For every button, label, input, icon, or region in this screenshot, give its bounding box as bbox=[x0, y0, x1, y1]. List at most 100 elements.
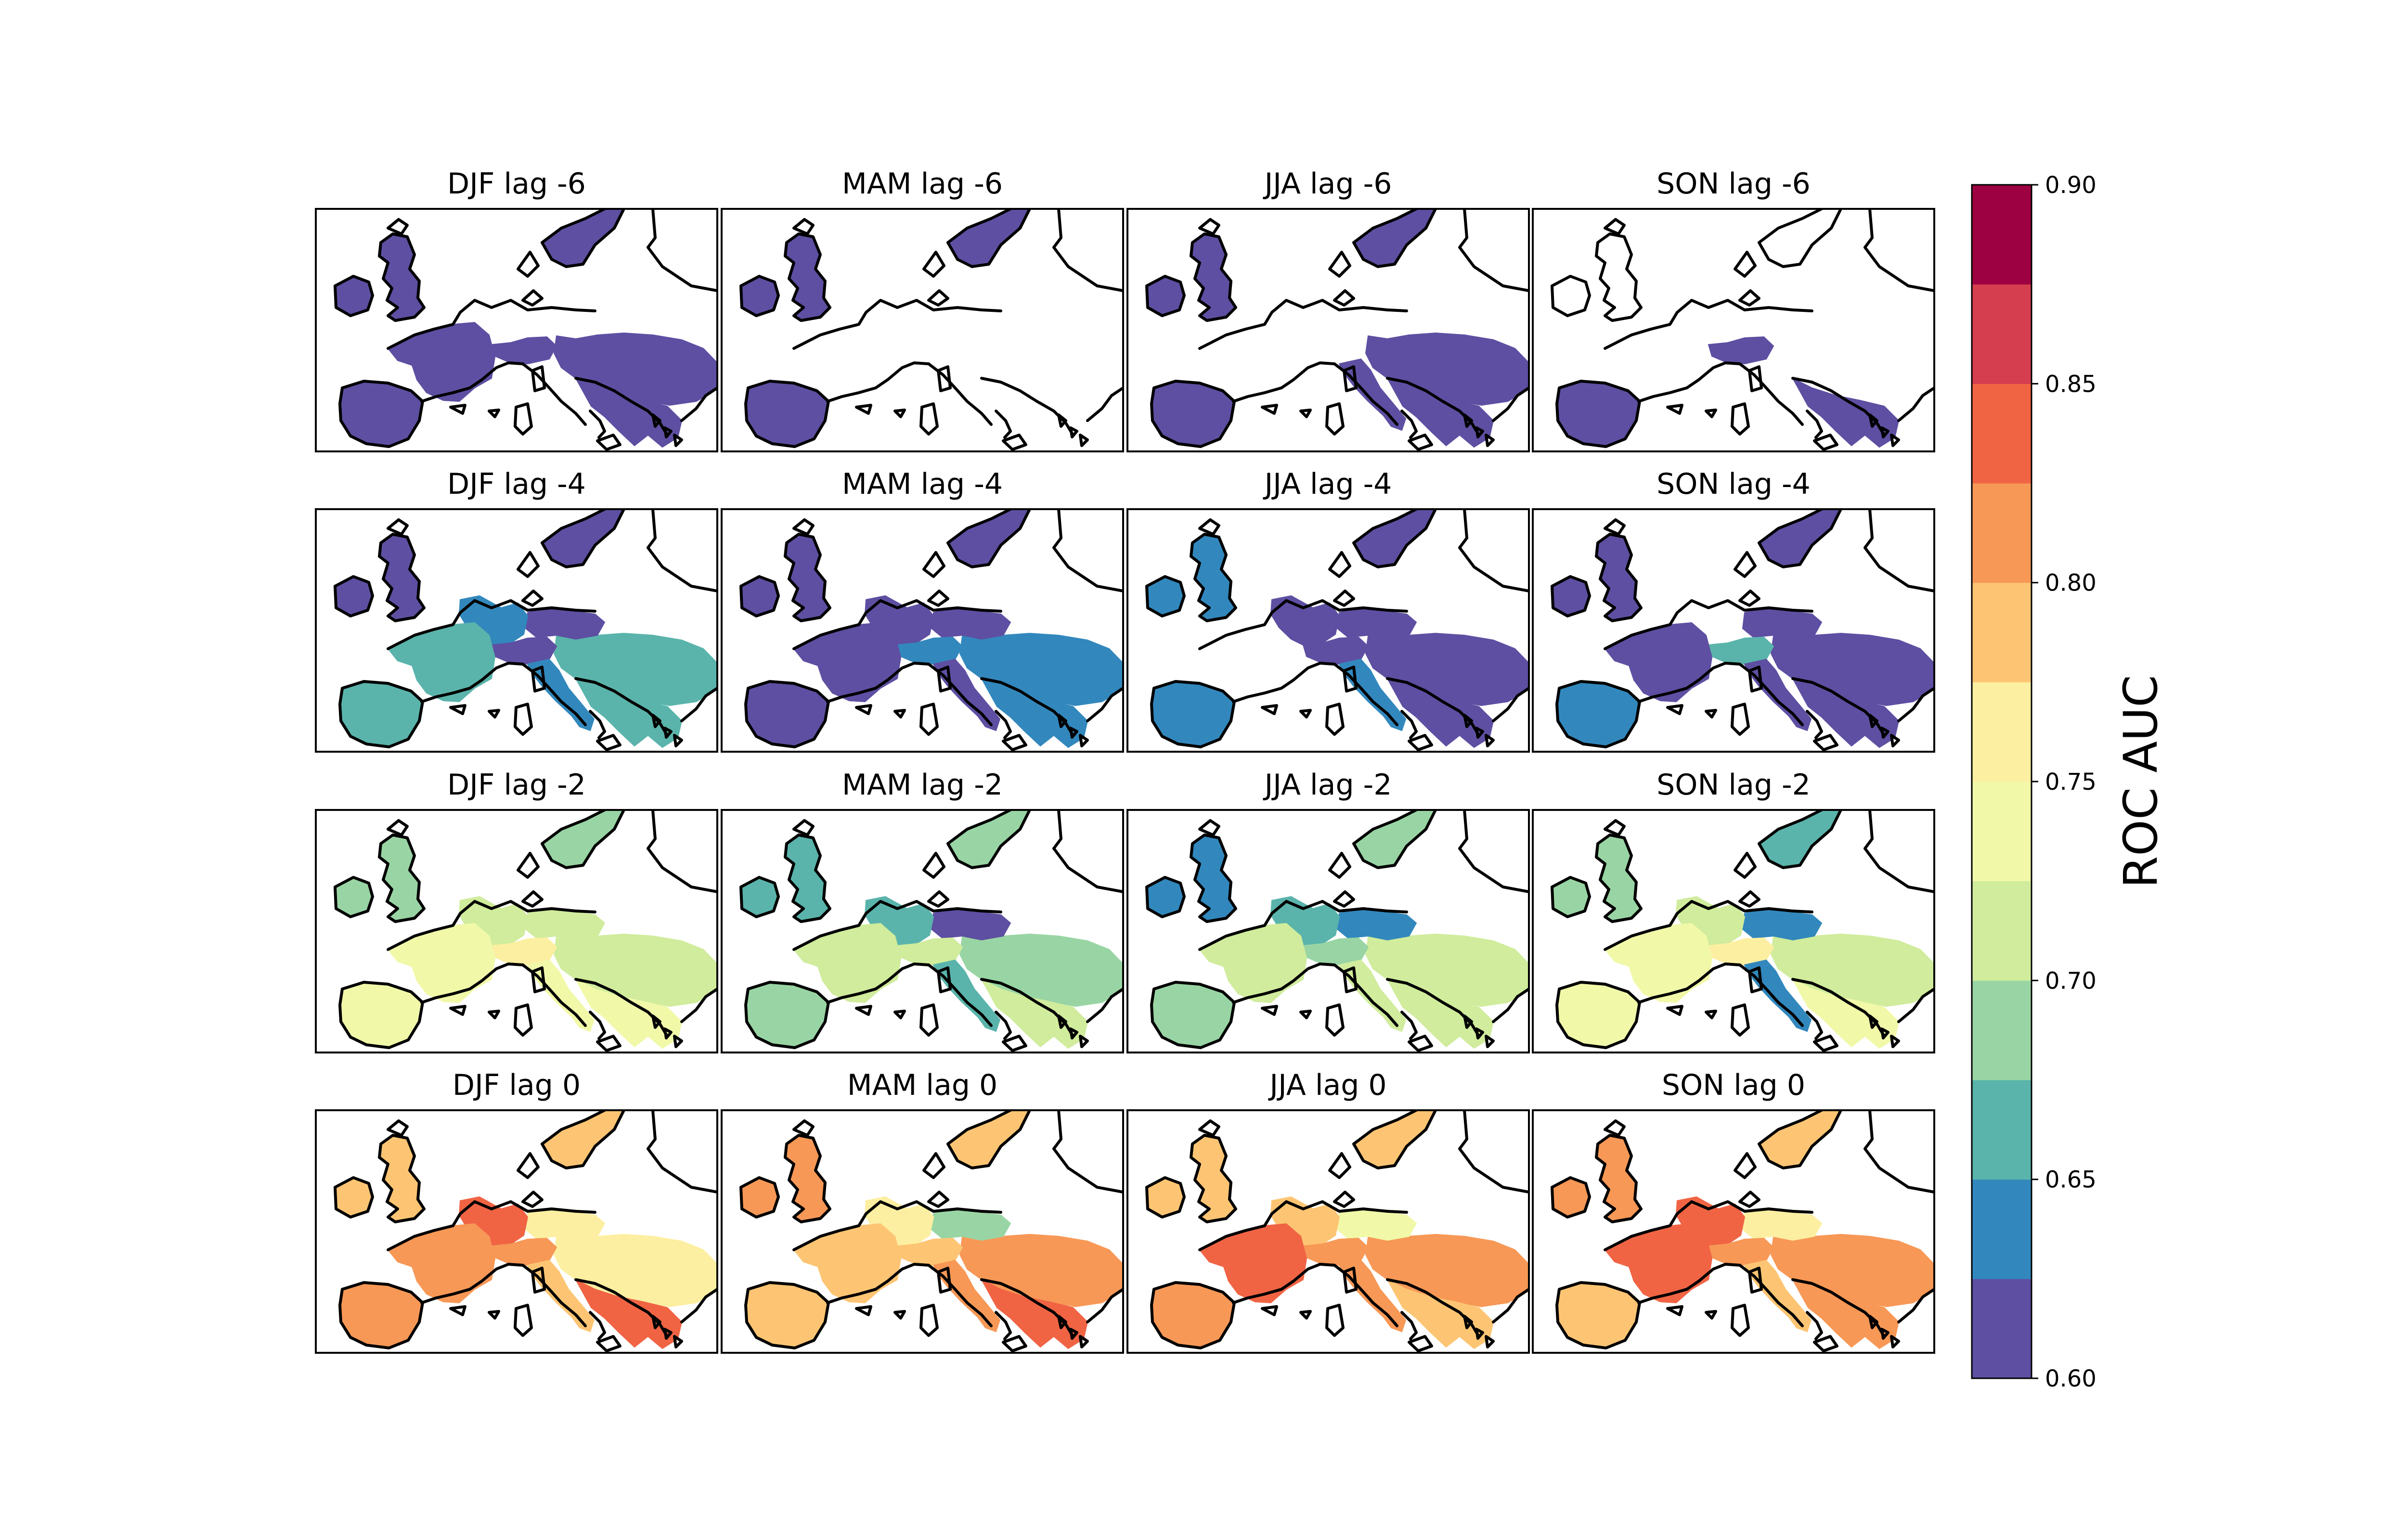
region-alps bbox=[1708, 937, 1774, 966]
coastline bbox=[739, 209, 1123, 451]
map-panel-mam-lag--4: MAM lag -4 bbox=[721, 467, 1124, 753]
map-area bbox=[316, 810, 717, 1052]
map-frame bbox=[1126, 809, 1530, 1053]
region-alps bbox=[896, 636, 963, 665]
colorbar-tick-label: 0.65 bbox=[2045, 1167, 2096, 1194]
panel-title: SON lag -4 bbox=[1656, 467, 1811, 501]
colorbar-bin bbox=[1972, 782, 2032, 882]
region-alps bbox=[1302, 636, 1369, 665]
coastline bbox=[1551, 810, 1934, 1052]
panel-title: MAM lag -4 bbox=[842, 467, 1003, 501]
colorbar-bin bbox=[1972, 881, 2032, 981]
panel-title: MAM lag -2 bbox=[842, 768, 1003, 802]
map-area bbox=[722, 209, 1123, 451]
region-alps bbox=[491, 636, 557, 665]
panel-title: JJA lag 0 bbox=[1268, 1068, 1386, 1102]
colorbar-bin bbox=[1972, 185, 2032, 285]
panel-title: DJF lag 0 bbox=[453, 1068, 581, 1102]
region-alps bbox=[896, 1237, 963, 1266]
colorbar-bin bbox=[1972, 1080, 2032, 1180]
region-alps bbox=[491, 336, 557, 365]
coastline bbox=[1145, 1110, 1529, 1352]
coastline bbox=[1145, 509, 1529, 751]
coastline bbox=[1551, 209, 1934, 451]
map-panel-son-lag--6: SON lag -6 bbox=[1532, 167, 1935, 452]
map-area bbox=[1127, 810, 1529, 1052]
map-area bbox=[722, 1110, 1123, 1353]
colorbar-bin bbox=[1972, 284, 2032, 384]
map-area bbox=[722, 810, 1123, 1052]
map-frame bbox=[721, 1109, 1124, 1354]
region-alps bbox=[1302, 937, 1369, 966]
map-frame bbox=[1532, 508, 1935, 753]
map-frame bbox=[1126, 208, 1530, 452]
panel-title: SON lag 0 bbox=[1662, 1068, 1805, 1102]
coastline bbox=[739, 509, 1123, 751]
map-panel-son-lag-0: SON lag 0 bbox=[1532, 1068, 1935, 1354]
colorbar-label: ROC AUC bbox=[2114, 675, 2168, 888]
colorbar-bin bbox=[1972, 582, 2032, 682]
coastline bbox=[1145, 209, 1529, 451]
coastline bbox=[334, 1110, 717, 1352]
region-alps bbox=[896, 937, 963, 966]
map-panel-mam-lag-0: MAM lag 0 bbox=[721, 1068, 1124, 1354]
coastline bbox=[1551, 509, 1934, 751]
map-area bbox=[1127, 209, 1529, 451]
region-alps bbox=[1708, 1237, 1774, 1266]
map-area bbox=[722, 509, 1123, 752]
map-panel-djf-lag--4: DJF lag -4 bbox=[315, 467, 718, 753]
colorbar-tick-label: 0.60 bbox=[2045, 1365, 2096, 1392]
panel-title: DJF lag -2 bbox=[447, 768, 586, 802]
region-alps bbox=[1708, 336, 1774, 365]
region-alps bbox=[1302, 1237, 1369, 1266]
map-panel-grid: DJF lag -6 MAM lag -6 JJA lag -6 SON lag -6… bbox=[315, 167, 1935, 1354]
map-area bbox=[316, 1110, 717, 1353]
coastline bbox=[334, 810, 717, 1052]
colorbar-bin bbox=[1972, 1179, 2032, 1279]
map-panel-djf-lag-0: DJF lag 0 bbox=[315, 1068, 718, 1354]
panel-title: MAM lag 0 bbox=[847, 1068, 997, 1102]
coastline bbox=[739, 1110, 1123, 1352]
map-panel-jja-lag-0: JJA lag 0 bbox=[1126, 1068, 1530, 1354]
map-frame bbox=[1532, 208, 1935, 452]
map-panel-son-lag--2: SON lag -2 bbox=[1532, 768, 1935, 1053]
map-area bbox=[316, 509, 717, 752]
map-frame bbox=[315, 508, 718, 753]
map-area bbox=[1533, 1110, 1934, 1353]
map-area bbox=[1533, 209, 1934, 451]
map-area bbox=[316, 209, 717, 451]
colorbar-bin bbox=[1972, 483, 2032, 583]
map-frame bbox=[1532, 1109, 1935, 1354]
panel-title: JJA lag -4 bbox=[1263, 467, 1392, 501]
panel-title: JJA lag -6 bbox=[1263, 167, 1392, 201]
map-area bbox=[1533, 810, 1934, 1052]
map-frame bbox=[1532, 809, 1935, 1053]
colorbar-tick-label: 0.85 bbox=[2045, 371, 2096, 398]
colorbar-bin bbox=[1972, 1279, 2032, 1379]
map-panel-mam-lag--2: MAM lag -2 bbox=[721, 768, 1124, 1053]
colorbar: 0.90 0.85 0.80 0.75 0.70 0.65 0.60 ROC AUC bbox=[1971, 172, 2168, 1392]
coastline bbox=[739, 810, 1123, 1052]
panel-title: SON lag -2 bbox=[1656, 768, 1811, 802]
coastline bbox=[334, 209, 717, 451]
map-panel-mam-lag--6: MAM lag -6 bbox=[721, 167, 1124, 452]
map-frame bbox=[315, 1109, 718, 1354]
colorbar-bin bbox=[1972, 384, 2032, 484]
map-frame bbox=[721, 208, 1124, 452]
map-panel-jja-lag--4: JJA lag -4 bbox=[1126, 467, 1530, 753]
map-panel-jja-lag--2: JJA lag -2 bbox=[1126, 768, 1530, 1053]
panel-title: DJF lag -4 bbox=[447, 467, 586, 501]
colorbar-tick-label: 0.90 bbox=[2045, 172, 2096, 199]
coastline bbox=[1145, 810, 1529, 1052]
map-panel-djf-lag--2: DJF lag -2 bbox=[315, 768, 718, 1053]
panel-title: SON lag -6 bbox=[1656, 167, 1811, 201]
colorbar-bin bbox=[1972, 980, 2032, 1080]
map-frame bbox=[1126, 1109, 1530, 1354]
map-area bbox=[1127, 1110, 1529, 1353]
panel-title: MAM lag -6 bbox=[842, 167, 1003, 201]
colorbar-tick-label: 0.70 bbox=[2045, 967, 2096, 994]
map-frame bbox=[315, 809, 718, 1053]
region-alps bbox=[491, 937, 557, 966]
map-area bbox=[1127, 509, 1529, 752]
